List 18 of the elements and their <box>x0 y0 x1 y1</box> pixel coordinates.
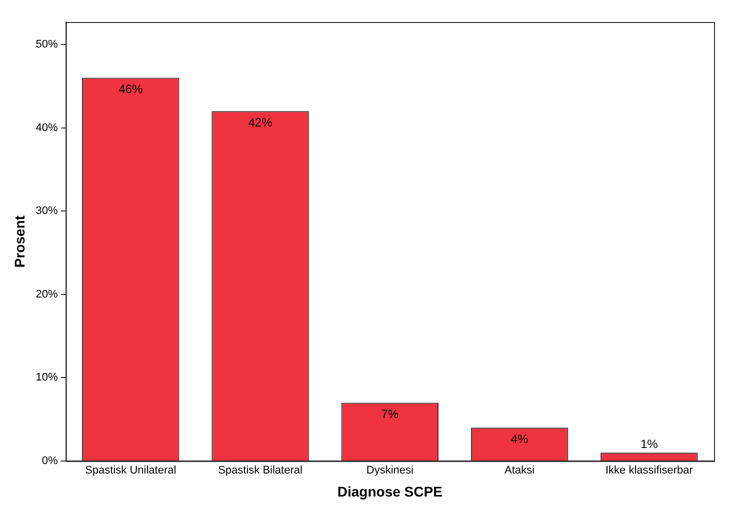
y-tick-label: 20% <box>36 288 58 300</box>
data-label: 4% <box>510 432 529 446</box>
x-tick-label: Spastisk Bilateral <box>218 464 302 477</box>
data-label: 1% <box>640 436 658 451</box>
y-axis-title: Prosent <box>11 215 28 268</box>
data-label: 46% <box>118 82 143 96</box>
x-axis-title: Diagnose SCPE <box>337 483 442 500</box>
data-label: 42% <box>248 115 273 130</box>
y-tick-label: 50% <box>36 38 58 51</box>
x-tick-label: Dyskinesi <box>366 464 414 477</box>
data-label: 7% <box>381 407 399 421</box>
x-tick-label: Spastisk Unilateral <box>85 464 176 477</box>
x-tick-label: Ataksi <box>504 464 535 477</box>
y-tick-label: 0% <box>42 455 58 468</box>
y-tick-label: 10% <box>36 372 58 384</box>
y-tick-label: 30% <box>36 205 58 218</box>
x-tick-label: Ikke klassifiserbar <box>605 464 694 477</box>
y-tick-label: 40% <box>36 122 58 134</box>
